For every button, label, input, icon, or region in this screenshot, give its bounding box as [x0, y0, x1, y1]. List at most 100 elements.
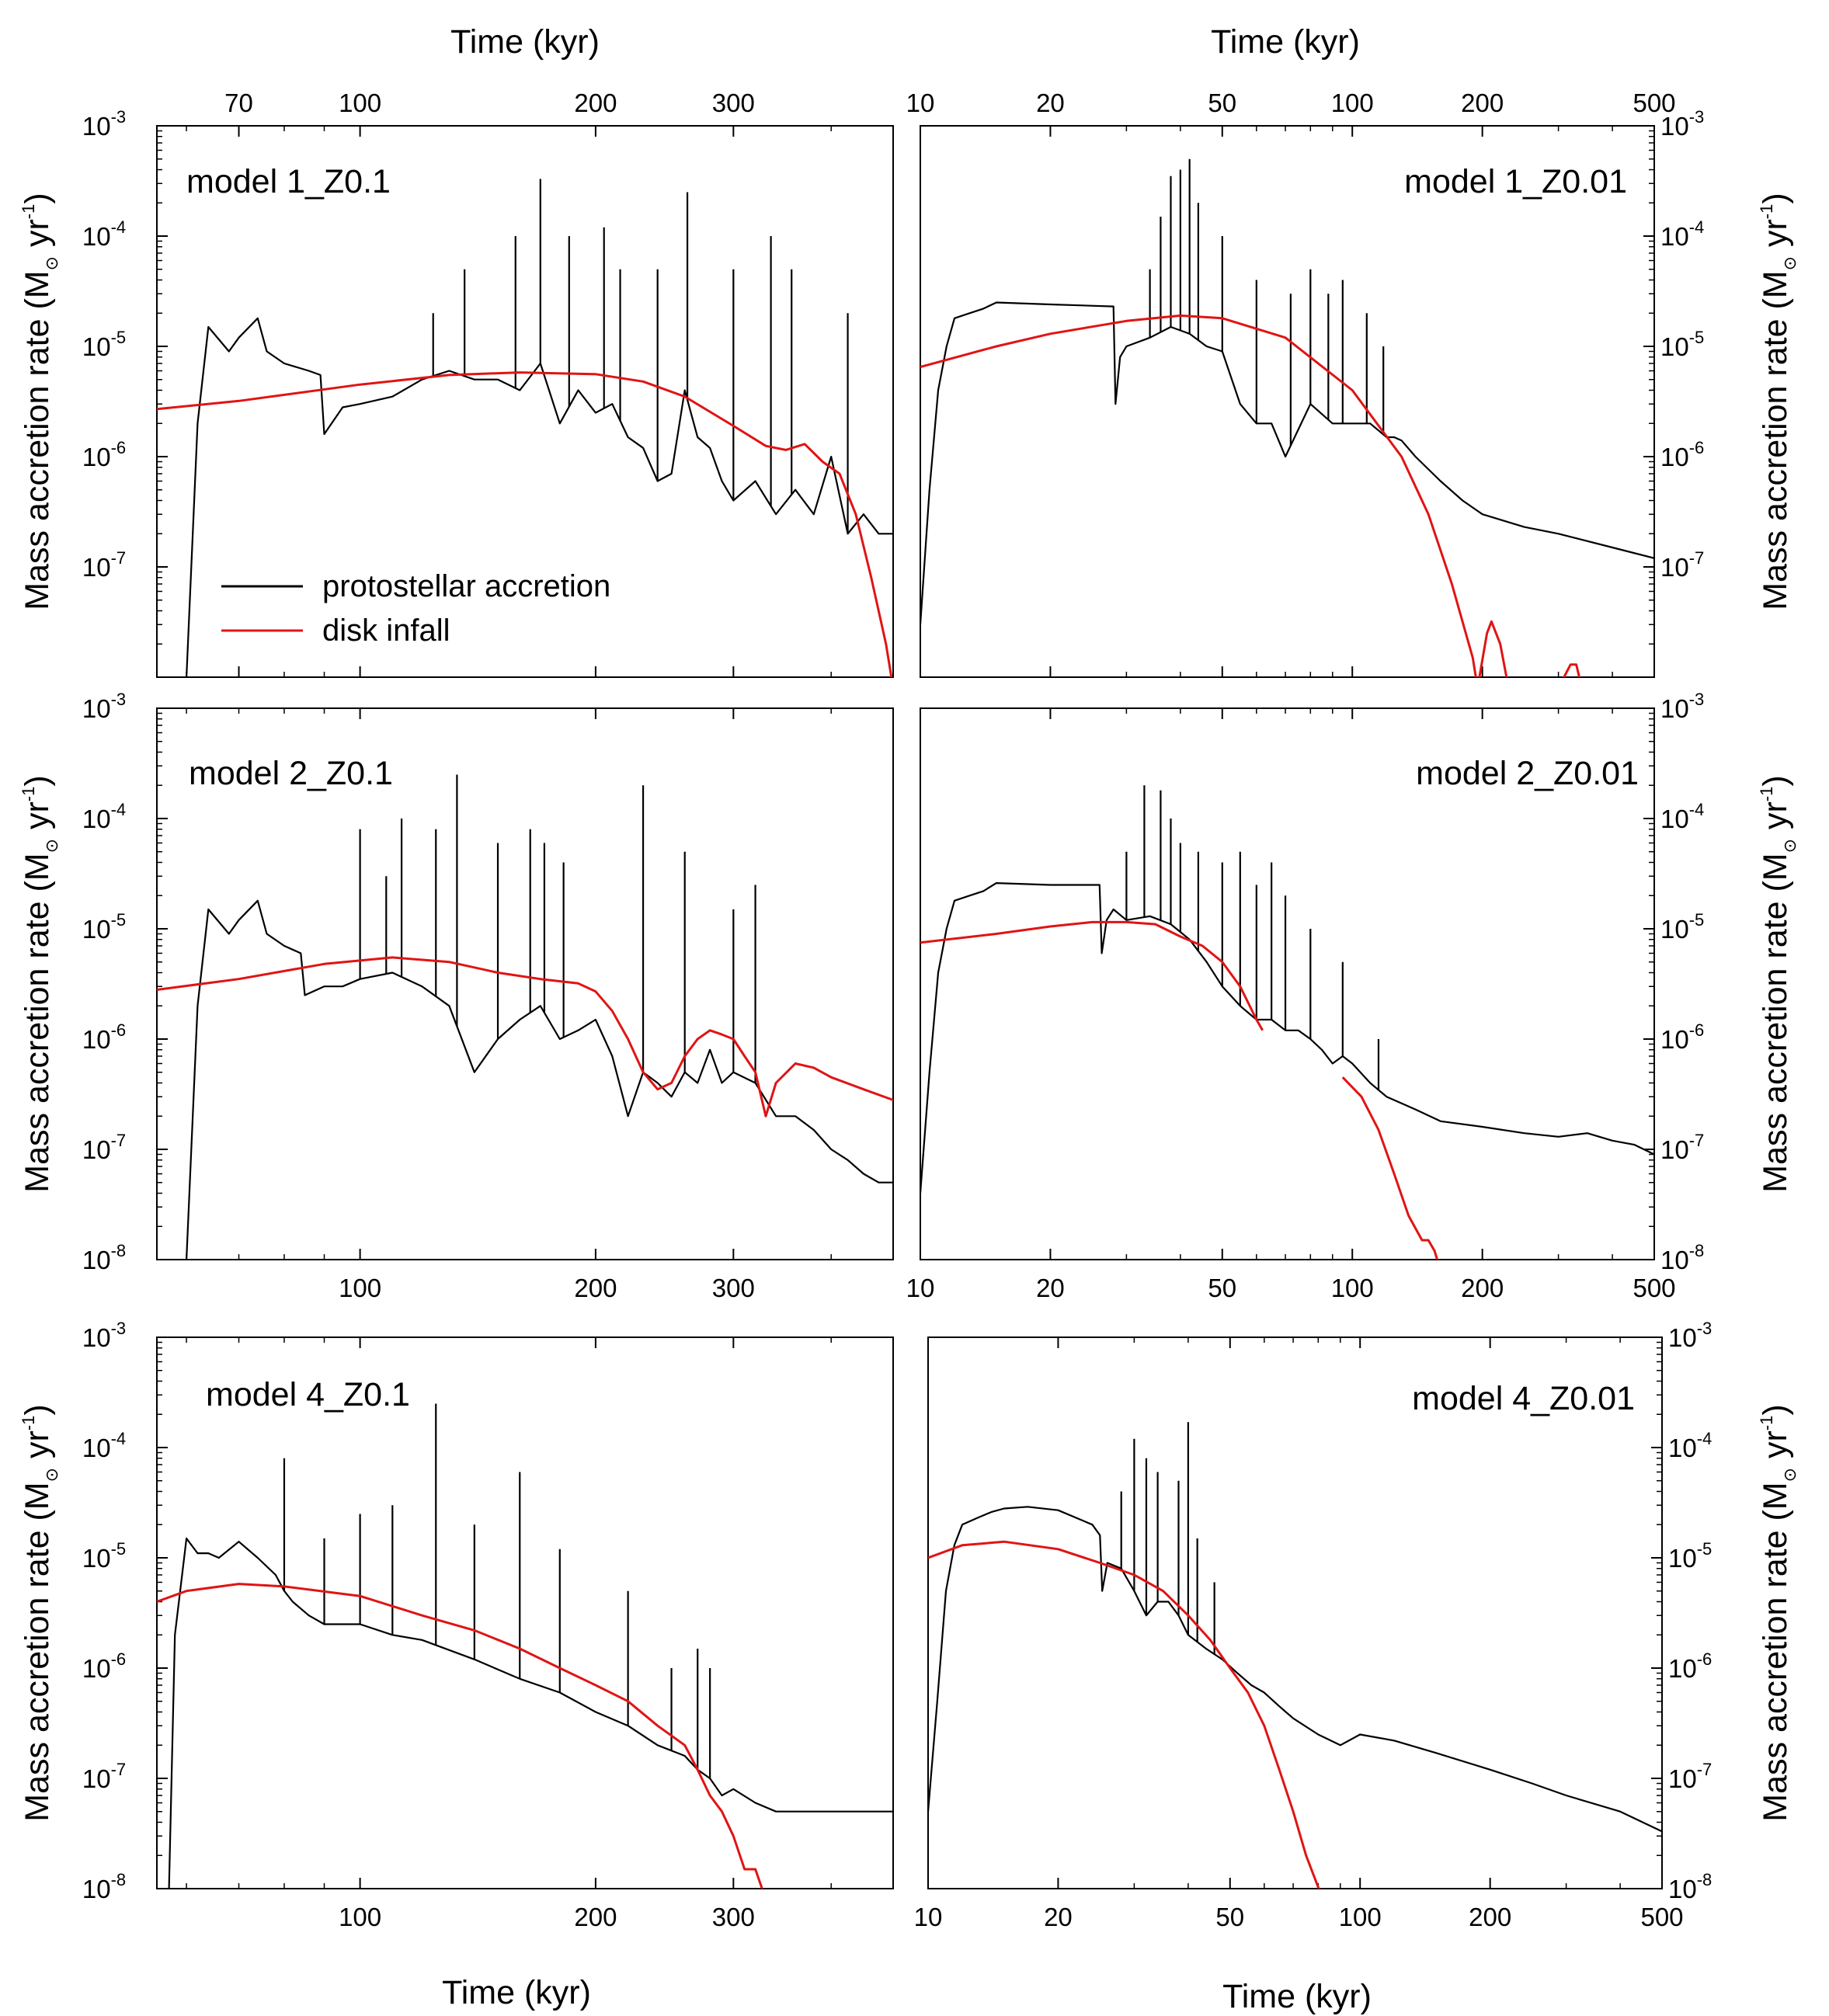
x-tick-label: 100 [339, 1903, 381, 1931]
x-tick-label: 10 [906, 1274, 935, 1302]
y-axis-title: Mass accretion rate (M⊙ yr-1) [1757, 1404, 1799, 1821]
y-tick-label: 10-6 [82, 1649, 126, 1683]
protostellar-accretion-line [920, 881, 1654, 1194]
legend: protostellar accretion disk infall [221, 569, 610, 648]
chart-panel: 10-8 10-7 10-6 10-5 10-4 10-3 100 200 300 model 2… [19, 690, 894, 1302]
chart-panel: 10-7 10-6 10-5 10-4 10-3 70 100 200 300 model 1_Z… [19, 89, 894, 678]
y-axis-title: Mass accretion rate (M⊙ yr-1) [19, 193, 61, 610]
y-tick-label: 10-4 [82, 1429, 126, 1462]
x-tick-label: 20 [1044, 1903, 1073, 1931]
x-tick-label: 100 [1331, 1274, 1374, 1302]
y-tick-label: 10-8 [82, 1241, 126, 1274]
x-axis-title: Time (kyr) [450, 23, 600, 61]
y-tick-label: 10-5 [82, 328, 126, 361]
disk-infall-line [928, 1540, 1320, 1889]
x-tick-label: 500 [1640, 1903, 1683, 1931]
x-tick-label: 300 [712, 89, 755, 117]
y-tick-label: 10-7 [1668, 1760, 1712, 1793]
chart-panel: 10-8 10-7 10-6 10-5 10-4 10-3 100 200 300 model 4… [19, 1319, 894, 1931]
y-tick-label: 10-3 [1660, 690, 1704, 723]
panel-label: model 2_Z0.1 [189, 755, 393, 792]
disk-infall-line [157, 371, 893, 677]
chart-panel: 10-8 10-7 10-6 10-5 10-4 10-3 10 20 50 100 200 500 m… [906, 690, 1799, 1302]
protostellar-accretion-line [186, 899, 893, 1260]
y-tick-label: 10-4 [1660, 800, 1704, 833]
x-tick-label: 100 [1339, 1903, 1382, 1931]
x-tick-label: 100 [339, 1274, 381, 1302]
y-tick-label: 10-6 [82, 438, 126, 471]
y-tick-label: 10-5 [82, 910, 126, 944]
series-group [157, 774, 893, 1260]
x-tick-label: 300 [712, 1274, 755, 1302]
protostellar-accretion-line [168, 1537, 893, 1889]
y-tick-label: 10-7 [82, 1131, 126, 1164]
y-tick-label: 10-4 [1668, 1429, 1712, 1462]
plot-frame [927, 1336, 1663, 1889]
plot-frame [156, 1336, 894, 1889]
y-tick-label: 10-3 [1668, 1319, 1712, 1352]
y-tick-label: 10-8 [1660, 1241, 1704, 1274]
y-tick-label: 10-6 [82, 1020, 126, 1054]
panel-label: model 2_Z0.01 [1416, 755, 1639, 792]
y-tick-label: 10-5 [1660, 328, 1704, 361]
y-axis-title: Mass accretion rate (M⊙ yr-1) [1757, 775, 1799, 1192]
y-tick-label: 10-4 [82, 217, 126, 251]
x-axis-title: Time (kyr) [1211, 23, 1360, 61]
chart-panel: 10-7 10-6 10-5 10-4 10-3 10 20 50 100 200 500 model… [906, 89, 1799, 678]
x-tick-label: 200 [574, 89, 617, 117]
protostellar-accretion-line [928, 1506, 1662, 1833]
plot-frame [156, 125, 894, 678]
y-tick-label: 10-4 [82, 800, 126, 833]
y-tick-label: 10-6 [1668, 1649, 1712, 1683]
chart-panel: 10-8 10-7 10-6 10-5 10-4 10-3 10 20 50 100 200 500 m… [914, 1319, 1799, 1931]
x-tick-label: 200 [574, 1903, 617, 1931]
y-tick-label: 10-7 [1660, 548, 1704, 582]
x-tick-label: 100 [339, 89, 381, 117]
panel-label: model 4_Z0.01 [1412, 1380, 1635, 1417]
x-tick-label: 500 [1633, 1274, 1675, 1302]
x-axis-title: Time (kyr) [1222, 1978, 1372, 2015]
disk-infall-line [920, 314, 1581, 677]
series-group [928, 1422, 1662, 1889]
disk-infall-line [157, 1583, 763, 1889]
x-tick-label: 10 [914, 1903, 943, 1931]
y-tick-label: 10-3 [82, 107, 126, 141]
series-group [920, 785, 1654, 1260]
y-tick-label: 10-5 [1660, 910, 1704, 944]
y-tick-label: 10-4 [1660, 217, 1704, 251]
protostellar-accretion-line [920, 301, 1654, 625]
x-tick-label: 200 [1461, 89, 1504, 117]
disk-infall-line [920, 920, 1264, 1031]
y-axis-title: Mass accretion rate (M⊙ yr-1) [1757, 193, 1799, 610]
y-tick-label: 10-6 [1660, 438, 1704, 471]
plot-frame [920, 125, 1655, 678]
plot-frame [920, 707, 1655, 1260]
x-tick-label: 300 [712, 1903, 755, 1931]
x-tick-label: 50 [1208, 1274, 1236, 1302]
plot-frame [156, 707, 894, 1260]
x-tick-label: 50 [1215, 1903, 1244, 1931]
panel-label: model 4_Z0.1 [206, 1376, 410, 1413]
y-tick-label: 10-8 [82, 1870, 126, 1903]
y-tick-label: 10-7 [82, 1760, 126, 1793]
legend-label-infall: disk infall [322, 613, 450, 648]
y-tick-label: 10-3 [1660, 107, 1704, 141]
y-tick-label: 10-8 [1668, 1870, 1712, 1903]
y-tick-label: 10-7 [82, 548, 126, 582]
series-group [157, 179, 893, 677]
x-tick-label: 100 [1331, 89, 1374, 117]
y-tick-label: 10-3 [82, 1319, 126, 1352]
series-group [920, 158, 1654, 677]
x-axis-title: Time (kyr) [442, 1974, 591, 2011]
panel-label: model 1_Z0.1 [186, 163, 391, 200]
disk-infall-line [1341, 1076, 1439, 1260]
y-tick-label: 10-5 [1668, 1539, 1712, 1573]
y-axis-title: Mass accretion rate (M⊙ yr-1) [19, 775, 61, 1192]
x-tick-label: 200 [1461, 1274, 1504, 1302]
x-tick-label: 70 [224, 89, 253, 117]
x-tick-label: 500 [1633, 89, 1675, 117]
protostellar-accretion-line [186, 317, 893, 677]
x-tick-label: 20 [1036, 1274, 1065, 1302]
panel-label: model 1_Z0.01 [1404, 163, 1627, 200]
